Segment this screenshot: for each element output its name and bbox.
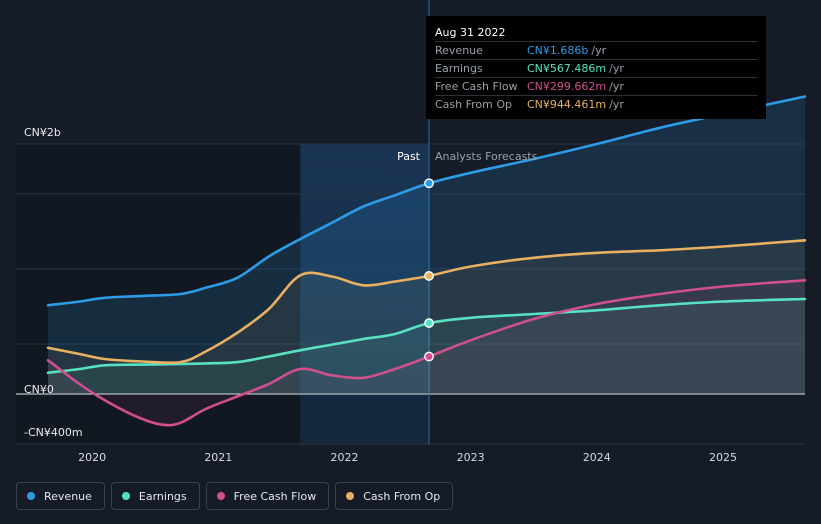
tooltip-row-revenue: Revenue CN¥1.686b /yr [435, 41, 757, 59]
free-cash-flow-marker [424, 351, 434, 362]
tooltip-unit: /yr [591, 44, 607, 57]
tooltip-label: Cash From Op [435, 98, 513, 111]
legend-item-cash-from-op[interactable]: Cash From Op [335, 482, 454, 510]
cash-from-op-line [46, 239, 807, 365]
y-tick-label-bottom: -CN¥400m [24, 426, 83, 439]
legend: Revenue Earnings Free Cash Flow Cash Fro… [16, 482, 454, 510]
tooltip-unit: /yr [609, 98, 624, 111]
tooltip-value: CN¥944.461m [527, 98, 607, 111]
legend-dot-icon [121, 492, 130, 500]
legend-label: Revenue [44, 489, 92, 503]
legend-dot-icon [346, 492, 355, 500]
earnings-area [48, 299, 805, 394]
y-tick-label-zero: CN¥0 [24, 383, 54, 396]
x-tick-label-2020: 2020 [78, 451, 106, 464]
tooltip-label: Revenue [435, 44, 483, 57]
x-tick-label-2023: 2023 [457, 451, 485, 464]
cash-from-op-marker [424, 271, 434, 281]
past-label: Past [397, 150, 421, 163]
legend-label: Earnings [138, 489, 187, 503]
legend-item-free-cash-flow[interactable]: Free Cash Flow [205, 482, 330, 510]
tooltip: Aug 31 2022 Revenue CN¥1.686b /yr Earnin… [426, 16, 766, 119]
tooltip-date: Aug 31 2022 [435, 26, 506, 39]
legend-item-earnings[interactable]: Earnings [110, 482, 200, 510]
tooltip-row-cash-from-op: Cash From Op CN¥944.461m /yr [435, 95, 757, 113]
x-tick-label-2021: 2021 [204, 451, 232, 464]
cash-from-op-area [48, 240, 805, 394]
tooltip-value: CN¥567.486m [527, 62, 607, 75]
free-cash-flow-line [46, 279, 807, 427]
revenue-marker [424, 178, 434, 189]
tooltip-row-earnings: Earnings CN¥567.486m /yr [435, 59, 757, 77]
tooltip-row-free-cash-flow: Free Cash Flow CN¥299.662m /yr [435, 77, 757, 95]
legend-label: Free Cash Flow [233, 489, 317, 503]
tooltip-unit: /yr [609, 62, 624, 75]
revenue-area [48, 96, 805, 394]
legend-item-revenue[interactable]: Revenue [16, 482, 105, 510]
legend-dot-icon [27, 492, 35, 500]
tooltip-label: Earnings [435, 62, 483, 75]
x-tick-label-2022: 2022 [330, 451, 358, 464]
x-tick-label-2025: 2025 [709, 451, 737, 464]
tooltip-unit: /yr [609, 80, 624, 93]
y-tick-label-top: CN¥2b [24, 126, 61, 139]
tooltip-value: CN¥299.662m [527, 80, 607, 93]
tooltip-label: Free Cash Flow [435, 80, 518, 93]
earnings-marker [424, 318, 434, 328]
x-tick-label-2024: 2024 [583, 451, 611, 464]
tooltip-value: CN¥1.686b [527, 44, 589, 57]
earnings-line [46, 297, 807, 375]
forecast-label: Analysts Forecasts [435, 150, 538, 163]
legend-dot-icon [216, 492, 225, 500]
free-cash-flow-area [48, 280, 805, 426]
legend-label: Cash From Op [363, 489, 441, 503]
revenue-line [46, 95, 807, 307]
